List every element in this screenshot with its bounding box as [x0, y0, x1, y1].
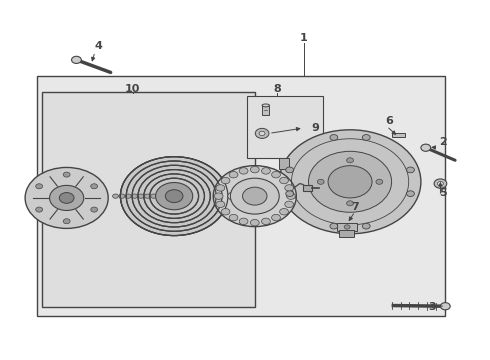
Bar	[247, 96, 323, 158]
Text: 7: 7	[351, 202, 359, 212]
Circle shape	[259, 131, 265, 135]
Text: 3: 3	[428, 302, 436, 312]
Circle shape	[213, 166, 296, 226]
Bar	[37, 76, 445, 316]
Circle shape	[346, 158, 353, 163]
Circle shape	[362, 135, 370, 140]
Circle shape	[36, 207, 43, 212]
Circle shape	[285, 185, 294, 191]
Circle shape	[91, 207, 98, 212]
Text: 9: 9	[311, 123, 319, 133]
Circle shape	[255, 129, 269, 138]
Circle shape	[285, 201, 294, 208]
Text: 1: 1	[300, 33, 308, 43]
Circle shape	[286, 167, 294, 173]
Text: 6: 6	[385, 116, 393, 126]
Circle shape	[280, 177, 289, 184]
Circle shape	[271, 171, 280, 178]
Ellipse shape	[262, 104, 270, 107]
Circle shape	[271, 214, 280, 221]
Circle shape	[346, 201, 353, 206]
Circle shape	[243, 187, 267, 205]
Text: 8: 8	[273, 84, 281, 94]
Circle shape	[63, 172, 70, 177]
Circle shape	[287, 193, 295, 199]
Circle shape	[216, 201, 225, 208]
Bar	[42, 92, 255, 307]
Circle shape	[318, 179, 324, 184]
Circle shape	[59, 193, 74, 203]
Circle shape	[309, 151, 392, 212]
Circle shape	[262, 218, 270, 225]
Circle shape	[156, 183, 193, 210]
Circle shape	[344, 225, 350, 229]
Circle shape	[407, 167, 415, 173]
Circle shape	[441, 303, 450, 310]
Circle shape	[25, 167, 108, 228]
Circle shape	[145, 194, 150, 198]
Circle shape	[279, 130, 421, 234]
Circle shape	[262, 168, 270, 174]
Circle shape	[250, 220, 259, 226]
Circle shape	[239, 168, 248, 174]
Bar	[339, 230, 354, 237]
Circle shape	[63, 219, 70, 224]
Circle shape	[151, 194, 157, 198]
Bar	[279, 158, 289, 169]
Circle shape	[228, 192, 240, 201]
Circle shape	[434, 179, 447, 188]
Circle shape	[121, 157, 228, 235]
Circle shape	[438, 181, 443, 186]
Text: 2: 2	[439, 138, 447, 147]
Circle shape	[328, 166, 372, 198]
Circle shape	[36, 184, 43, 189]
Circle shape	[125, 194, 131, 198]
Circle shape	[221, 208, 230, 215]
Circle shape	[229, 171, 238, 178]
Circle shape	[407, 191, 415, 197]
Circle shape	[376, 179, 383, 184]
Circle shape	[330, 135, 338, 140]
Circle shape	[250, 166, 259, 173]
Circle shape	[119, 194, 125, 198]
Circle shape	[113, 194, 119, 198]
Circle shape	[421, 144, 431, 151]
Bar	[337, 223, 357, 231]
Circle shape	[286, 191, 294, 197]
Circle shape	[239, 218, 248, 225]
Circle shape	[138, 194, 144, 198]
Text: 5: 5	[439, 188, 447, 198]
Circle shape	[362, 223, 370, 229]
Circle shape	[230, 178, 279, 214]
Circle shape	[330, 223, 338, 229]
Circle shape	[229, 214, 238, 221]
Bar	[303, 185, 313, 192]
Text: 10: 10	[125, 84, 140, 94]
Circle shape	[91, 184, 98, 189]
Circle shape	[220, 186, 247, 206]
Circle shape	[165, 190, 183, 203]
Circle shape	[280, 208, 289, 215]
Circle shape	[72, 56, 81, 63]
Text: 4: 4	[95, 41, 102, 50]
Circle shape	[214, 193, 223, 199]
Circle shape	[132, 194, 138, 198]
Circle shape	[216, 185, 225, 191]
Bar	[392, 133, 405, 137]
Bar	[262, 105, 270, 116]
Circle shape	[221, 177, 230, 184]
Circle shape	[49, 185, 84, 211]
